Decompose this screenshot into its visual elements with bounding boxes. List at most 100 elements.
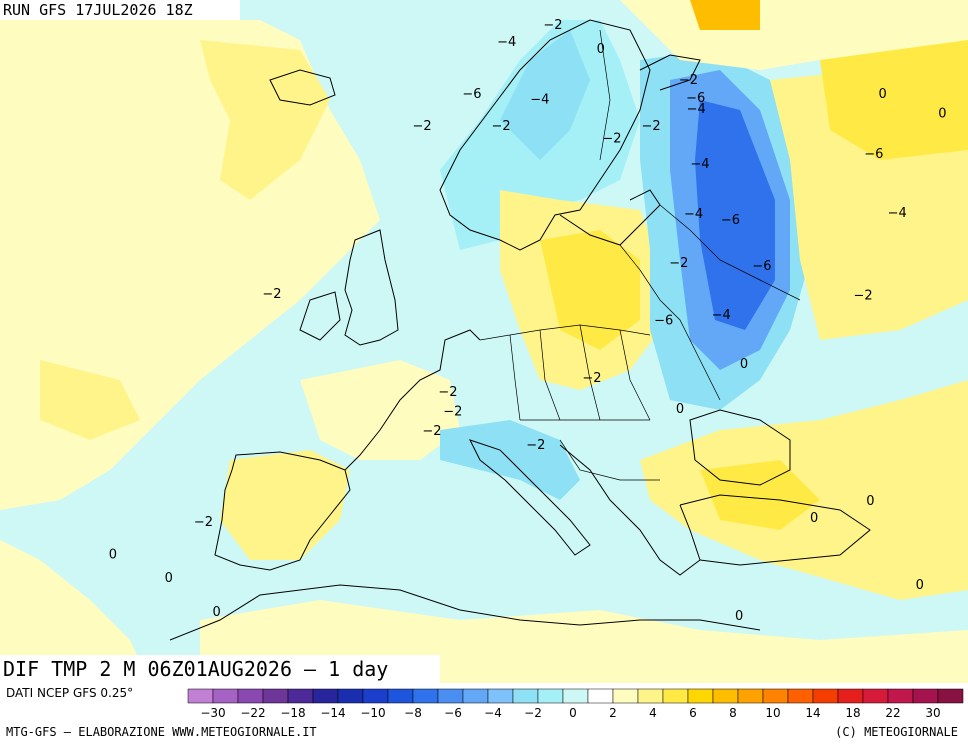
colorbar-cell [337, 688, 364, 704]
contour-label: −2 [669, 256, 688, 271]
anomaly-area [300, 360, 460, 460]
colorbar-cell [262, 688, 289, 704]
colorbar-cell [937, 688, 964, 704]
colorbar-tick-label: 0 [569, 706, 577, 720]
border [559, 439, 660, 481]
anomaly-area [40, 360, 140, 440]
contour-label: −4 [684, 207, 703, 222]
contour-label: −4 [888, 206, 907, 221]
anomaly-area [220, 450, 350, 560]
coastline-britain [344, 229, 399, 346]
contour-label: −4 [712, 308, 731, 323]
anomaly-area [200, 40, 330, 200]
colorbar-cell [312, 688, 339, 704]
contour-label: −2 [194, 515, 213, 530]
data-source: DATI NCEP GFS 0.25° [6, 686, 134, 700]
contour-label: −2 [438, 385, 457, 400]
colorbar-cell [212, 688, 239, 704]
colorbar-tick-label: 10 [765, 706, 780, 720]
contour-label: 0 [916, 578, 924, 593]
coastline-ireland [299, 291, 341, 341]
border [619, 329, 651, 421]
colorbar-cell [562, 688, 589, 704]
contour-label: −6 [721, 213, 740, 228]
coastline-whitesea [639, 54, 701, 91]
coastline-iceland [269, 69, 336, 106]
contour-label: 0 [938, 106, 946, 121]
contour-label: 0 [810, 511, 818, 526]
contour-label: −2 [543, 18, 562, 33]
contour-label: −2 [679, 73, 698, 88]
contour-label: −4 [530, 92, 549, 107]
contour-label: 0 [165, 571, 173, 586]
border [479, 324, 651, 341]
colorbar-cell [687, 688, 714, 704]
colorbar-cell [362, 688, 389, 704]
colorbar-cell [712, 688, 739, 704]
contour-label: 0 [212, 605, 220, 620]
anomaly-area [0, 540, 150, 683]
colorbar-cell [412, 688, 439, 704]
contour-label: −4 [687, 102, 706, 117]
coastline-baltic [559, 189, 661, 246]
contour-label: −2 [413, 119, 432, 134]
colorbar-cell [462, 688, 489, 704]
anomaly-area [690, 0, 760, 30]
contour-label: 0 [866, 494, 874, 509]
contour-label: 0 [109, 547, 117, 562]
contour-label: −2 [492, 119, 511, 134]
contour-label: −2 [526, 438, 545, 453]
border [659, 204, 801, 301]
colorbar-cell [487, 688, 514, 704]
anomaly-area [500, 30, 590, 160]
colorbar-tick-label: 4 [649, 706, 657, 720]
colorbar-cell [587, 688, 614, 704]
contour-label: −4 [497, 35, 516, 50]
contour-label: −2 [642, 119, 661, 134]
coastline-africa [169, 584, 761, 641]
coastline-france [344, 329, 481, 471]
colorbar-tick-label: 2 [609, 706, 617, 720]
coastline-blacksea [689, 409, 791, 486]
colorbar-cell [662, 688, 689, 704]
contour-label: −6 [462, 87, 481, 102]
colorbar-tick-label: 8 [729, 706, 737, 720]
colorbar-tick-label: −30 [200, 706, 225, 720]
colorbar-cell [612, 688, 639, 704]
contour-label: −2 [262, 287, 281, 302]
colorbar-tick-label: −8 [404, 706, 422, 720]
colorbar-cell [437, 688, 464, 704]
contour-label: −2 [443, 405, 462, 420]
coastline-italy [469, 439, 591, 556]
colorbar-tick-label: 22 [885, 706, 900, 720]
border [509, 334, 521, 421]
colorbar-tick-label: −10 [360, 706, 385, 720]
anomaly-fields [0, 0, 968, 683]
colorbar-cell [887, 688, 914, 704]
colorbar-cell [862, 688, 889, 704]
contour-label: 0 [597, 42, 605, 57]
colorbar-cell [187, 688, 214, 704]
colorbar-cell [787, 688, 814, 704]
copyright: (C) METEOGIORNALE [835, 725, 958, 739]
colorbar-tick-label: 30 [925, 706, 940, 720]
border [539, 329, 561, 421]
colorbar-tick-label: −22 [240, 706, 265, 720]
footer: DATI NCEP GFS 0.25° −30 −22 −18 −14 −10 −8 −6−… [0, 683, 968, 745]
colorbar-cell [737, 688, 764, 704]
colorbar-tick-label: 6 [689, 706, 697, 720]
colorbar-cell [762, 688, 789, 704]
anomaly-area [540, 230, 640, 350]
colorbar-cell [912, 688, 939, 704]
colorbar-tick-label: 14 [805, 706, 820, 720]
contour-label: −2 [582, 371, 601, 386]
temperature-anomaly-map: −2−4 0−2−6 −4 −6−400−2 −2 −2−2−6−4−4 −6 −4−2 −6−… [0, 0, 968, 683]
colorbar-tick-label: −14 [320, 706, 345, 720]
contour-label: 0 [879, 87, 887, 102]
coastline-turkey [679, 494, 871, 566]
colorbar-cell [512, 688, 539, 704]
colorbar-cell [287, 688, 314, 704]
colorbar-tick-label: −6 [444, 706, 462, 720]
colorbar-cell [637, 688, 664, 704]
colorbar-cell [537, 688, 564, 704]
